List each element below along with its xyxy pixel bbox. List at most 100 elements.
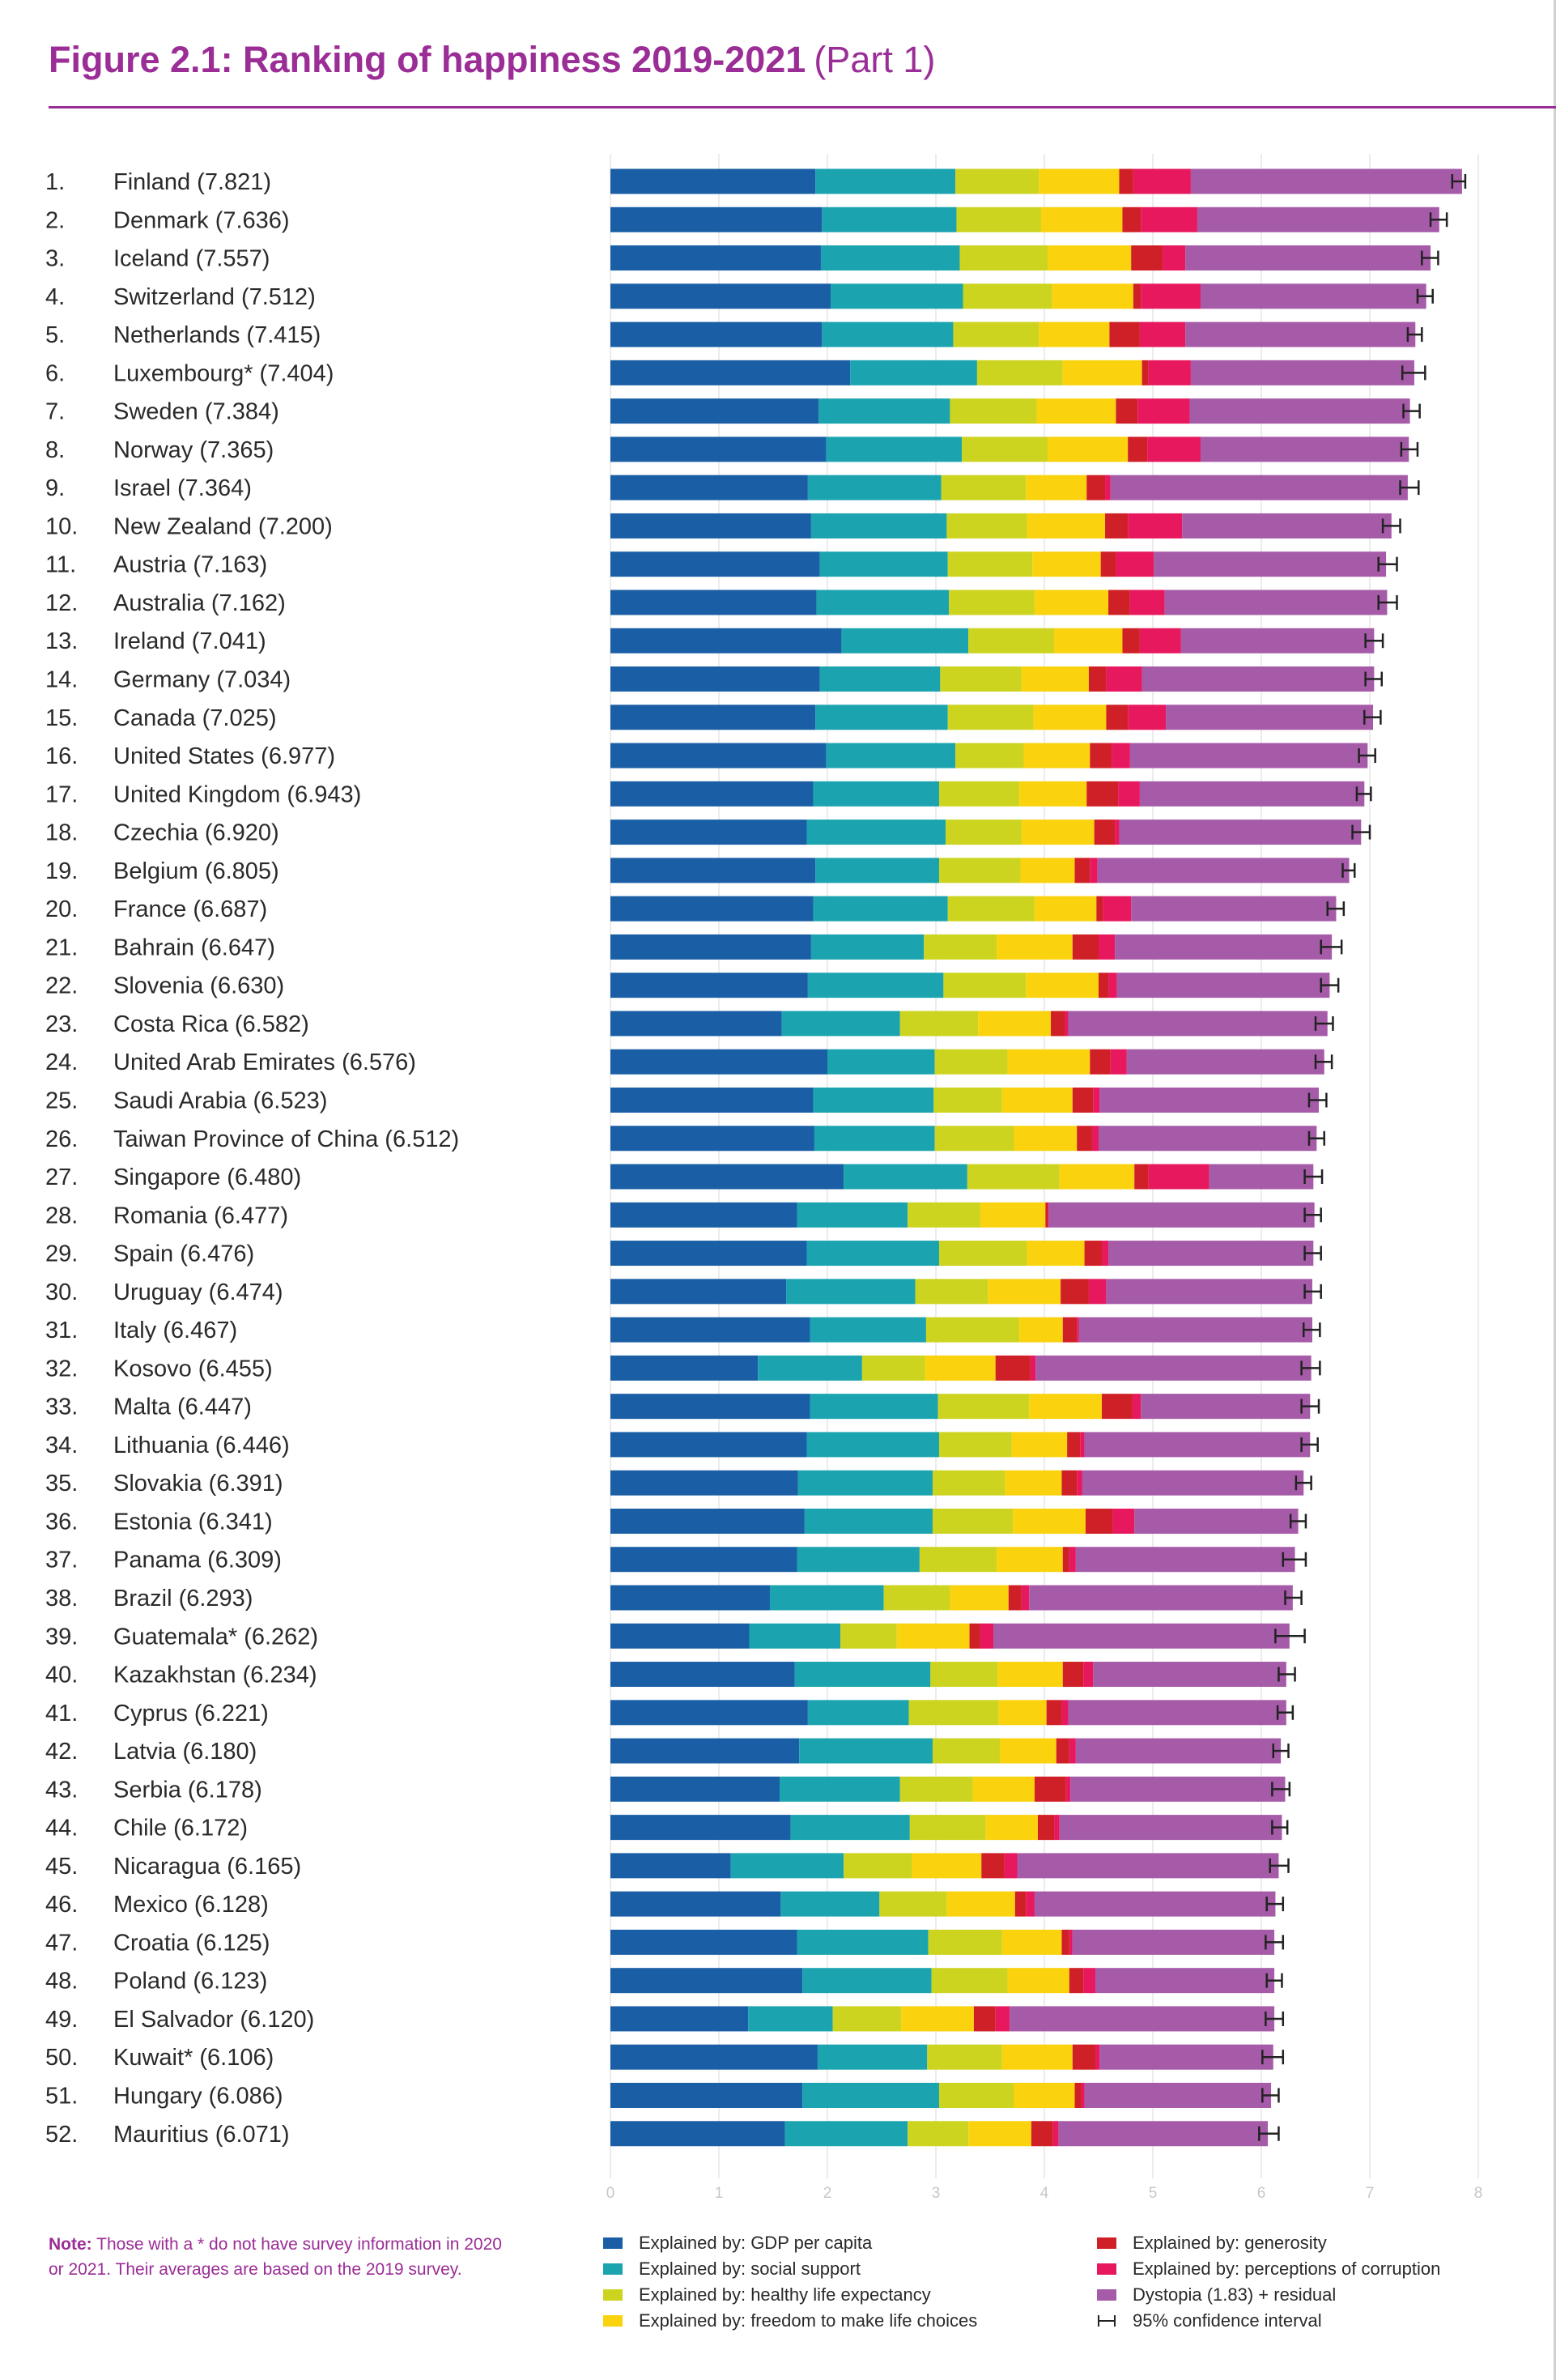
bar-segment-generosity [1067,1432,1081,1458]
country-label: Panama (6.309) [113,1548,282,1573]
rank-label: 47. [45,1930,78,1956]
bar-segment-generosity [1119,168,1133,194]
bar-segment-generosity [1122,628,1140,654]
bar-segment-corruption [1148,1164,1210,1190]
bar-segment-freedom [1054,628,1123,654]
country-label: Bahrain (6.647) [113,935,275,960]
bar-segment-dystopia [1078,1317,1312,1343]
bar-segment-social [797,1929,929,1955]
bar-segment-health [934,1049,1008,1075]
bar-segment-social [769,1585,884,1611]
bar-segment-health [899,1776,973,1802]
bar-segment-gdp [610,513,811,539]
bar-segment-health [939,2083,1014,2108]
rank-label: 30. [45,1279,78,1305]
bar-segment-generosity [1116,398,1138,424]
country-label: Switzerland (7.512) [113,284,316,310]
bar-segment-health [939,781,1020,807]
bar-segment-freedom [1021,666,1089,692]
bar-segment-freedom [1021,820,1095,845]
bar-segment-dystopia [993,1623,1290,1649]
x-tick-label: 4 [1040,2185,1049,2202]
country-label: Denmark (7.636) [113,207,290,233]
bar-segment-generosity [1084,1241,1103,1267]
rank-label: 22. [45,973,78,999]
bar-segment-freedom [1040,206,1123,232]
bar-segment-health [955,168,1039,194]
x-tick-label: 2 [823,2185,832,2202]
bar-segment-corruption [1112,743,1130,768]
bar-segment-freedom [1034,590,1109,615]
note-label: Note: [49,2235,92,2254]
bar-segment-gdp [610,1355,759,1381]
bar-segment-dystopia [1068,1700,1286,1726]
bar-segment-corruption [1105,475,1111,500]
bar-segment-generosity [1122,206,1141,232]
bar-segment-social [807,1700,909,1726]
bar-segment-health [909,1815,986,1841]
bar-segment-dystopia [1099,1087,1320,1113]
bar-segment-health [939,1432,1012,1458]
legend-label: Explained by: healthy life expectancy [639,2284,931,2305]
country-label: Italy (6.467) [113,1318,237,1343]
bar-segment-generosity [1034,1776,1066,1802]
bar-segment-corruption [1106,666,1142,692]
bar-segment-gdp [610,2006,749,2032]
bar-segment-gdp [610,1432,807,1458]
bar-segment-social [814,1126,935,1152]
bar-segment-generosity [1085,1508,1113,1534]
bar-segment-gdp [610,1394,810,1420]
bar-segment-dystopia [1058,2121,1269,2147]
rank-label: 45. [45,1854,78,1880]
bar-segment-dystopia [1075,1547,1295,1573]
country-label: Slovakia (6.391) [113,1471,283,1497]
bar-segment-health [939,858,1021,883]
bar-segment-freedom [1001,1087,1073,1113]
bar-segment-social [813,1087,934,1113]
bar-segment-freedom [1014,2083,1075,2108]
bar-segment-generosity [1108,590,1130,615]
country-label: Cyprus (6.221) [113,1701,269,1726]
bar-segment-gdp [610,1241,807,1267]
figure-title: Figure 2.1: Ranking of happiness 2019-20… [49,36,1538,84]
x-tick-label: 7 [1366,2185,1375,2202]
legend-item-freedom: Explained by: freedom to make life choic… [603,2310,977,2331]
bar-segment-social [827,1049,935,1075]
rank-label: 42. [45,1739,78,1765]
bar-segment-dystopia [1131,896,1337,922]
bar-segment-social [820,245,960,271]
bar-segment-social [815,168,956,194]
bar-segment-corruption [1069,1738,1076,1764]
rank-label: 2. [45,207,65,233]
bar-segment-freedom [1036,398,1116,424]
bar-segment-freedom [997,1547,1063,1573]
bar-segment-generosity [1133,283,1141,309]
bar-segment-gdp [610,206,823,232]
legend-swatch [1097,2237,1116,2249]
bar-segment-corruption [1148,360,1191,385]
bar-segment-social [813,896,948,922]
bar-segment-social [815,705,948,730]
bar-segment-dystopia [1190,360,1414,385]
bar-segment-gdp [610,1815,791,1841]
bar-segment-health [937,1394,1030,1420]
bar-segment-social [781,1011,900,1037]
bar-segment-health [947,896,1035,922]
bar-segment-dystopia [1197,206,1439,232]
bar-segment-gdp [610,321,823,347]
bar-segment-generosity [1069,1968,1084,1994]
x-tick-label: 8 [1474,2185,1483,2202]
country-label: United States (6.977) [113,743,335,769]
bar-segment-dystopia [1189,398,1410,424]
country-label: Croatia (6.125) [113,1930,270,1956]
bar-segment-generosity [1090,1049,1111,1075]
bar-segment-corruption [1099,934,1116,960]
rank-label: 38. [45,1586,78,1612]
bar-segment-generosity [1062,1662,1084,1688]
bar-segment-gdp [610,1470,798,1496]
bar-segment-generosity [1099,973,1109,998]
bar-segment-health [953,321,1039,347]
bar-segment-dystopia [1084,2083,1272,2108]
country-label: Taiwan Province of China (6.512) [113,1126,459,1152]
bar-segment-corruption [1163,245,1186,271]
